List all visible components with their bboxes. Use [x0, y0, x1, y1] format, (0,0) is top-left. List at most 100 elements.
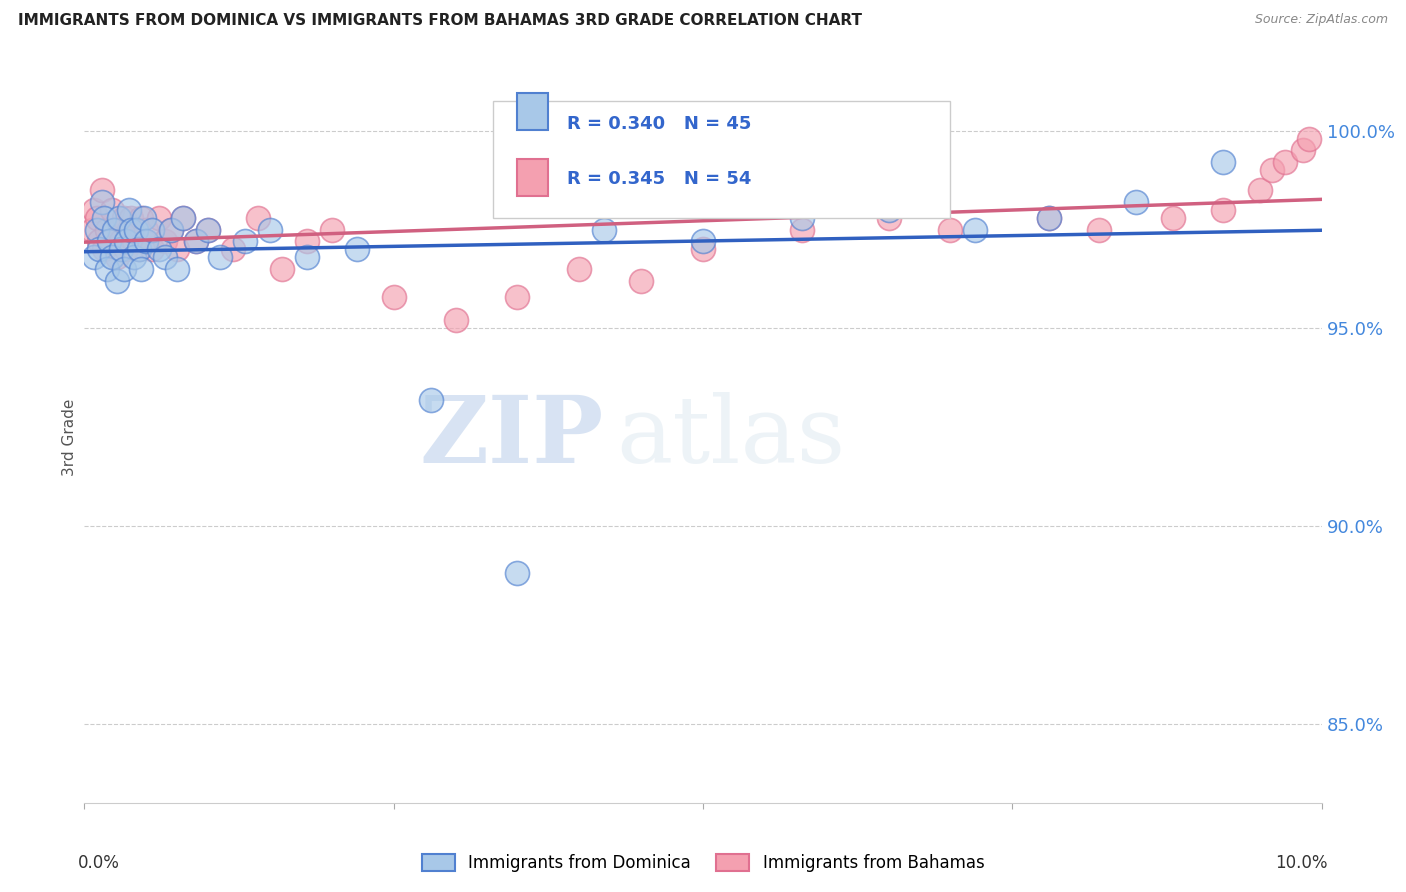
Point — [172, 211, 194, 225]
Point — [125, 222, 148, 236]
Point — [197, 222, 219, 236]
Point — [790, 211, 813, 225]
Point — [110, 235, 132, 249]
Point — [382, 290, 405, 304]
Point — [135, 235, 157, 249]
Point — [118, 202, 141, 217]
Point — [98, 235, 121, 249]
Point — [160, 222, 183, 236]
FancyBboxPatch shape — [517, 159, 548, 195]
Point — [89, 242, 111, 256]
Point — [83, 202, 105, 217]
Point — [105, 274, 128, 288]
Point — [110, 242, 132, 256]
Text: ZIP: ZIP — [420, 392, 605, 482]
Point — [86, 211, 108, 225]
Point — [1125, 194, 1147, 209]
Point — [271, 262, 294, 277]
Y-axis label: 3rd Grade: 3rd Grade — [62, 399, 77, 475]
Point — [184, 235, 207, 249]
Point — [132, 211, 155, 225]
Text: Source: ZipAtlas.com: Source: ZipAtlas.com — [1254, 13, 1388, 27]
Point — [321, 222, 343, 236]
Point — [96, 222, 118, 236]
Point — [148, 242, 170, 256]
Point — [1161, 211, 1184, 225]
Legend: Immigrants from Dominica, Immigrants from Bahamas: Immigrants from Dominica, Immigrants fro… — [415, 847, 991, 879]
Point — [90, 183, 112, 197]
FancyBboxPatch shape — [517, 94, 548, 130]
Point — [1038, 211, 1060, 225]
Point — [89, 235, 111, 249]
Point — [1212, 202, 1234, 217]
Point — [166, 262, 188, 277]
Point — [83, 250, 105, 264]
Point — [115, 242, 138, 256]
Text: IMMIGRANTS FROM DOMINICA VS IMMIGRANTS FROM BAHAMAS 3RD GRADE CORRELATION CHART: IMMIGRANTS FROM DOMINICA VS IMMIGRANTS F… — [18, 13, 862, 29]
Point — [153, 235, 176, 249]
Text: 0.0%: 0.0% — [79, 854, 120, 872]
Point — [1292, 144, 1315, 158]
Point — [125, 222, 148, 236]
Point — [141, 222, 163, 236]
Point — [593, 222, 616, 236]
Point — [105, 250, 128, 264]
Point — [1088, 222, 1111, 236]
Point — [233, 235, 256, 249]
Point — [153, 250, 176, 264]
Point — [1274, 155, 1296, 169]
Point — [259, 222, 281, 236]
Point — [1261, 163, 1284, 178]
Point — [166, 242, 188, 256]
Point — [118, 222, 141, 236]
Text: 10.0%: 10.0% — [1275, 854, 1327, 872]
Point — [80, 222, 103, 236]
Point — [90, 194, 112, 209]
Point — [246, 211, 269, 225]
Point — [129, 262, 152, 277]
Point — [568, 262, 591, 277]
Point — [93, 242, 115, 256]
Point — [197, 222, 219, 236]
Point — [877, 202, 900, 217]
Point — [506, 290, 529, 304]
Point — [86, 222, 108, 236]
Point — [295, 250, 318, 264]
Point — [1212, 155, 1234, 169]
Point — [96, 262, 118, 277]
Point — [100, 250, 122, 264]
Point — [120, 222, 142, 236]
Point — [692, 242, 714, 256]
Point — [1249, 183, 1271, 197]
Text: R = 0.345   N = 54: R = 0.345 N = 54 — [567, 170, 751, 188]
Point — [939, 222, 962, 236]
Point — [184, 235, 207, 249]
Text: R = 0.340   N = 45: R = 0.340 N = 45 — [567, 115, 751, 133]
Point — [346, 242, 368, 256]
Point — [135, 222, 157, 236]
Point — [115, 235, 138, 249]
Point — [295, 235, 318, 249]
Point — [120, 211, 142, 225]
Point — [444, 313, 467, 327]
Point — [209, 250, 232, 264]
Point — [103, 222, 125, 236]
Point — [1038, 211, 1060, 225]
Point — [122, 235, 145, 249]
Text: atlas: atlas — [616, 392, 845, 482]
Point — [419, 392, 441, 407]
Point — [112, 211, 135, 225]
Point — [1298, 131, 1320, 145]
FancyBboxPatch shape — [492, 101, 950, 218]
Point — [141, 242, 163, 256]
Point — [630, 274, 652, 288]
Point — [965, 222, 987, 236]
Point — [160, 222, 183, 236]
Point — [692, 235, 714, 249]
Point — [128, 242, 150, 256]
Point — [148, 211, 170, 225]
Point — [108, 222, 131, 236]
Point — [98, 235, 121, 249]
Point — [172, 211, 194, 225]
Point — [132, 235, 155, 249]
